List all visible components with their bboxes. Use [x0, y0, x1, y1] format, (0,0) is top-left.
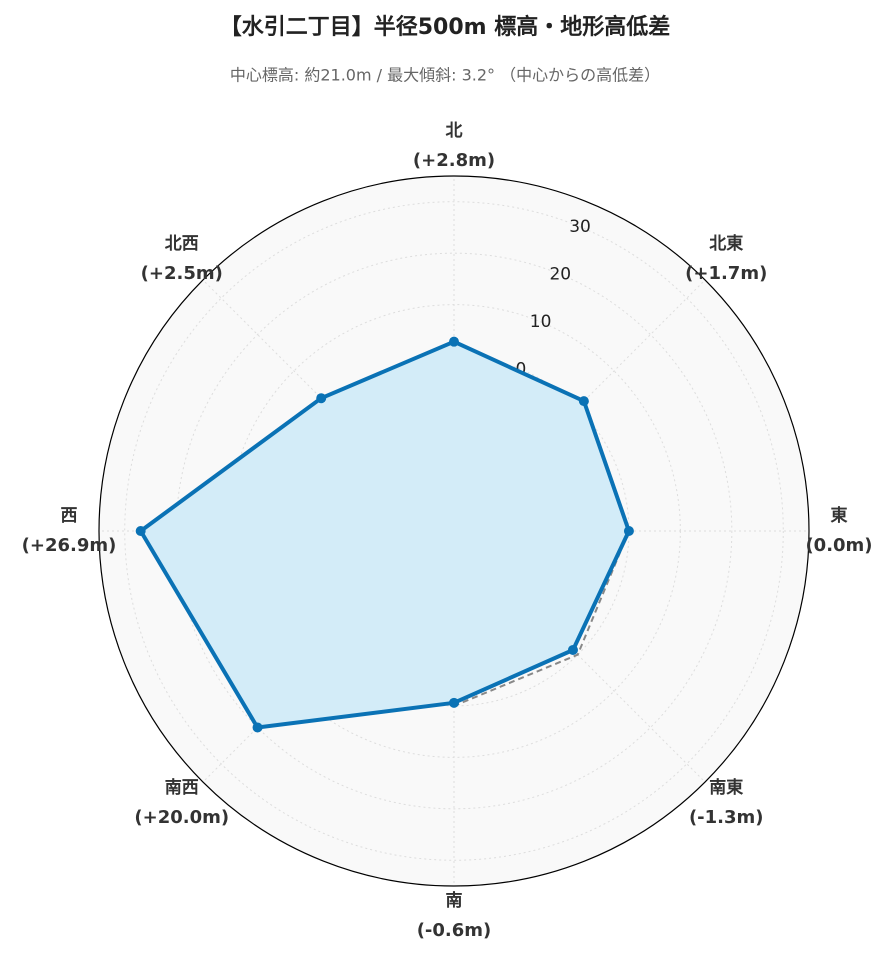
- category-label: 南東: [709, 777, 743, 798]
- chart-subtitle: 中心標高: 約21.0m / 最大傾斜: 3.2° （中心からの高低差）: [230, 66, 660, 85]
- point: [449, 336, 459, 347]
- grid-spoke: [453, 530, 706, 783]
- value-label: (-1.3m): [689, 807, 764, 828]
- point: [135, 526, 146, 536]
- category-label: 北東: [709, 233, 743, 254]
- r-tick-label: 10: [530, 312, 552, 332]
- category-label: 北西: [165, 234, 199, 254]
- grid-spoke: [453, 279, 706, 532]
- point: [316, 393, 327, 404]
- grid-circle: [124, 201, 784, 861]
- category-label: 南西: [165, 777, 199, 798]
- category-label: 西: [61, 506, 78, 526]
- value-label: (+20.0m): [134, 807, 229, 828]
- point: [449, 697, 459, 708]
- r-tick-label: 20: [549, 264, 571, 284]
- point: [567, 644, 578, 655]
- value-label: (0.0m): [805, 535, 872, 556]
- chart-title: 【水引二丁目】半径500m 標高・地形高低差: [220, 14, 671, 40]
- grid-spoke: [202, 279, 455, 532]
- plot-border: [98, 175, 810, 887]
- r-tick-label: 30: [569, 217, 591, 237]
- value-label: (+2.5m): [141, 263, 223, 284]
- category-label: 東: [831, 505, 848, 526]
- grid-circle: [175, 252, 733, 810]
- point: [252, 722, 263, 733]
- value-label: (+2.8m): [413, 150, 495, 171]
- point: [623, 526, 634, 536]
- grid-spoke: [202, 530, 455, 783]
- point: [578, 396, 589, 407]
- category-label: 南: [446, 890, 463, 911]
- r-tick-label: 0: [516, 359, 527, 379]
- value-label: (+1.7m): [685, 263, 767, 284]
- category-label: 北: [446, 121, 463, 141]
- value-label: (+26.9m): [22, 535, 117, 556]
- value-label: (-0.6m): [417, 920, 492, 941]
